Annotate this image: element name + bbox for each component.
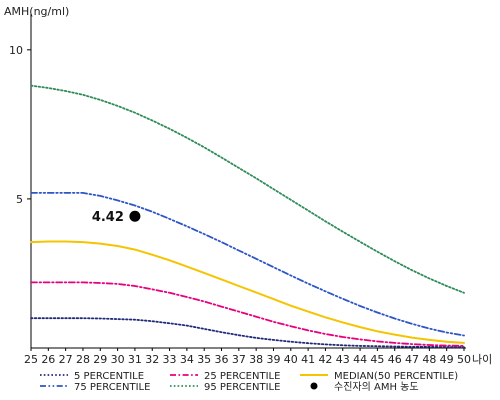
axes: 5 10 25 26 27 28 29 30 31 32 33 34 35 36 37 38 39 40 41 42 4… [9,14,492,366]
series-line-5-percentile [30,317,465,349]
x-tick-label: 44 [353,353,367,366]
x-tick-label: 29 [93,353,107,366]
highlight-point-group: 4.42 [92,210,141,225]
x-tick-label: 42 [318,353,332,366]
x-tick-label: 49 [440,353,454,366]
x-tick-label: 46 [388,353,402,366]
x-tick-label: 34 [180,353,194,366]
series-lines [30,84,465,349]
x-tick-label: 36 [215,353,229,366]
x-tick-label: 45 [370,353,384,366]
x-tick-label: 27 [59,353,73,366]
x-tick-label: 39 [266,353,280,366]
y-tick-label: 5 [16,193,23,206]
x-tick-label: 50 [457,353,471,366]
x-tick-label: 32 [145,353,159,366]
series-line-median-50-percentile [30,240,465,344]
x-tick-label: 31 [128,353,142,366]
y-axis-label: AMH(ng/ml) [4,5,69,18]
x-tick-label: 37 [232,353,246,366]
x-tick-label: 41 [301,353,315,366]
x-tick-label: 25 [24,353,38,366]
x-tick-label: 43 [336,353,350,366]
x-axis-label: 나이 [472,353,492,366]
patient-amh-value-label: 4.42 [92,210,124,225]
legend-marker-point [310,382,318,390]
patient-amh-point [129,210,141,222]
x-tick-label: 40 [284,353,298,366]
legend-label: 수진자의 AMH 농도 [334,381,419,393]
series-line-95-percentile [30,84,465,294]
x-tick-label: 33 [163,353,177,366]
y-tick-label: 10 [9,44,23,57]
legend-label: 75 PERCENTILE [74,382,150,393]
x-tick-label: 38 [249,353,263,366]
x-tick-label: 26 [41,353,55,366]
x-tick-label: 47 [405,353,419,366]
x-tick-label: 48 [422,353,436,366]
legend-label: 5 PERCENTILE [74,371,144,382]
legend-label: 25 PERCENTILE [204,371,280,382]
series-line-75-percentile [30,191,465,337]
series-line-25-percentile [30,281,465,347]
legend-label: MEDIAN(50 PERCENTILE) [334,371,458,382]
legend: 5 PERCENTILE 25 PERCENTILE MEDIAN(50 PERCE… [40,371,458,393]
legend-label: 95 PERCENTILE [204,382,280,393]
x-tick-label: 35 [197,353,211,366]
x-tick-label: 30 [111,353,125,366]
x-tick-label: 28 [76,353,90,366]
